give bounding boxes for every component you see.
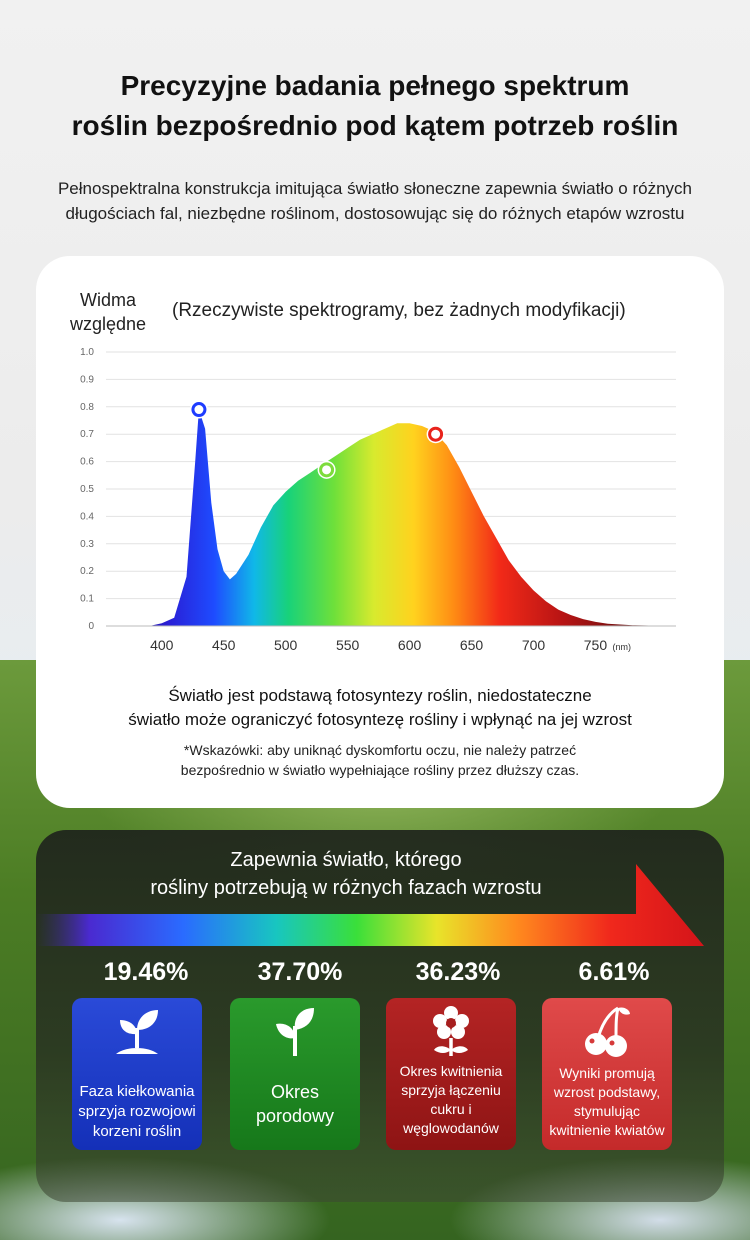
growth-panel-title: Zapewnia światło, którego rośliny potrze… [150, 849, 542, 899]
stage-percent: 36.23% [415, 958, 501, 986]
page-subtitle: Pełnospektralna konstrukcja imitująca św… [57, 179, 693, 223]
y-tick-label: 0.7 [80, 429, 94, 440]
eye-warning-text: *Wskazówki: aby uniknąć dyskomfortu oczu… [180, 742, 580, 778]
peak-marker-ring [191, 402, 207, 418]
x-tick-label: 500 [274, 637, 298, 653]
spectrum-chart: 1.0 0.9 0.8 0.7 0.6 0.5 0.4 0.3 0.2 0.1 0 400 450 50… [80, 347, 676, 653]
x-tick-label: 450 [212, 637, 236, 653]
stage-tile-seedling: Okres porodowy [230, 998, 360, 1150]
photosynthesis-text: Światło jest podstawą fotosyntezy roślin… [128, 686, 632, 729]
x-tick-label: 650 [460, 637, 484, 653]
y-tick-label: 0.3 [80, 539, 94, 550]
y-tick-label: 0.9 [80, 374, 94, 385]
x-tick-label: 700 [522, 637, 546, 653]
page-title: Precyzyjne badania pełnego spektrum rośl… [71, 70, 679, 141]
flower-icon [433, 1006, 469, 1056]
stage-percent: 37.70% [257, 958, 343, 986]
x-tick-label: 600 [398, 637, 422, 653]
stage-percent: 19.46% [103, 958, 189, 986]
spectrum-area [106, 409, 676, 626]
x-tick-label: 400 [150, 637, 174, 653]
peak-marker-ring [428, 426, 444, 442]
x-tick-label: 550 [336, 637, 360, 653]
stage-tile-flowering: Okres kwitnienia sprzyja łączeniu cukru … [386, 998, 516, 1150]
y-axis-label: Widma względne [69, 290, 147, 334]
y-tick-label: 0.6 [80, 457, 94, 468]
x-unit-label: (nm) [612, 642, 631, 652]
stage-tile-germination: Faza kiełkowania sprzyja rozwojowi korze… [72, 998, 202, 1150]
spectrum-arrow [36, 864, 704, 946]
y-tick-label: 0.2 [80, 566, 94, 577]
y-tick-label: 0.1 [80, 594, 94, 605]
y-tick-label: 0.5 [80, 484, 94, 495]
spectrum-card: Widma względne (Rzeczywiste spektrogramy… [36, 256, 724, 808]
y-tick-label: 0.4 [80, 511, 94, 522]
growth-panel: Zapewnia światło, którego rośliny potrze… [36, 830, 724, 1202]
peak-marker-ring [319, 462, 335, 478]
y-tick-label: 0 [88, 621, 94, 632]
seedling-icon [276, 1008, 314, 1056]
stage-tile-fruiting: Wyniki promują wzrost podstawy, stymuluj… [542, 998, 672, 1150]
cherry-icon [585, 1006, 630, 1057]
stage-percent: 6.61% [578, 958, 650, 986]
sprout-icon [116, 1010, 158, 1054]
x-tick-label: 750 [584, 637, 608, 653]
y-tick-label: 0.8 [80, 402, 94, 413]
chart-note: (Rzeczywiste spektrogramy, bez żadnych m… [172, 300, 626, 321]
y-tick-label: 1.0 [80, 347, 94, 358]
